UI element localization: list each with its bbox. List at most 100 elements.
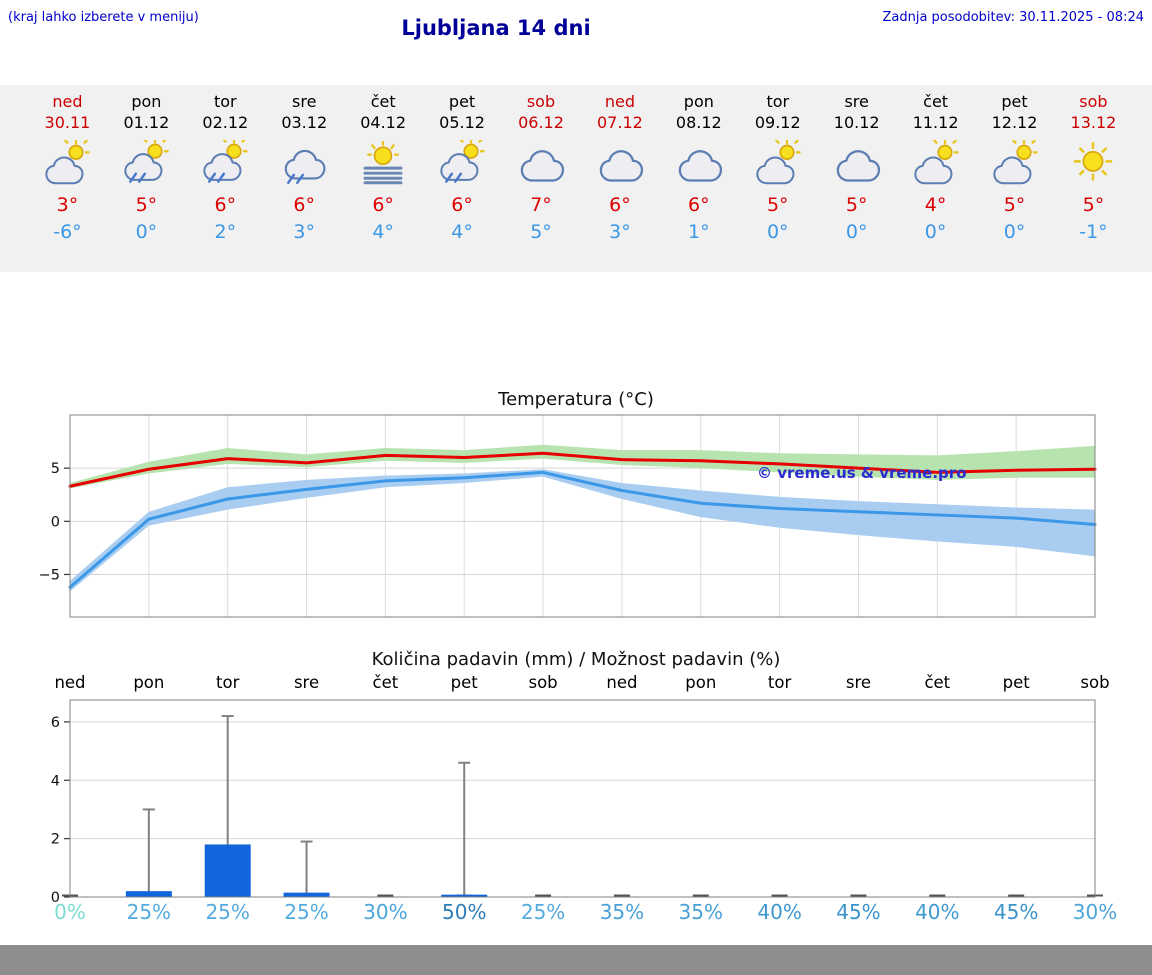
max-temp-line	[68, 451, 1097, 488]
forecast-day-05.12[interactable]: pet 05.12 6° 4°	[423, 85, 502, 272]
temp-max: 4°	[924, 194, 947, 216]
precip-probability: 0%	[54, 900, 86, 924]
precip-day-label: čet	[924, 673, 950, 692]
temp-max: 6°	[609, 194, 631, 216]
precip-probability: 30%	[363, 900, 407, 924]
forecast-day-06.12[interactable]: sob 06.12 7° 5°	[502, 85, 581, 272]
rain-sun-icon	[186, 138, 265, 186]
forecast-day-09.12[interactable]: tor 09.12 5° 0°	[738, 85, 817, 272]
precip-probability: 25%	[127, 900, 171, 924]
day-name: ned	[604, 92, 635, 111]
precip-day-label: čet	[373, 673, 399, 692]
precip-bar	[204, 844, 251, 897]
precip-y-tick-label: 2	[51, 832, 60, 848]
precip-y-tick-label: 6	[51, 715, 60, 731]
forecast-strip: ned 30.11 3° -6° pon 01.12 5° 0° tor 02.12 6° 2° sre…	[0, 85, 1152, 272]
temp-min: 3°	[293, 221, 316, 243]
forecast-day-03.12[interactable]: sre 03.12 6° 3°	[265, 85, 344, 272]
temp-min: 0°	[924, 221, 947, 243]
menu-hint[interactable]: (kraj lahko izberete v meniju)	[8, 10, 199, 25]
temp-min: 0°	[766, 221, 789, 243]
temp-min: 3°	[609, 221, 631, 243]
forecast-day-04.12[interactable]: čet 04.12 6° 4°	[344, 85, 423, 272]
temp-min: 0°	[1003, 221, 1026, 243]
forecast-day-10.12[interactable]: sre 10.12 5° 0°	[817, 85, 896, 272]
top-bar: (kraj lahko izberete v meniju) Ljubljana…	[0, 0, 1152, 60]
day-name: čet	[370, 92, 396, 111]
day-name: tor	[766, 92, 790, 111]
precip-probability: 25%	[205, 900, 249, 924]
temp-y-tick-label: −5	[39, 567, 60, 583]
rain-sun-icon	[423, 138, 502, 186]
day-name: pet	[448, 92, 476, 111]
day-date: 05.12	[439, 113, 485, 132]
temp-max: 6°	[451, 194, 473, 216]
forecast-day-07.12[interactable]: ned 07.12 6° 3°	[580, 85, 659, 272]
temp-y-tick-label: 5	[51, 461, 60, 477]
precip-bar	[125, 891, 172, 897]
temp-max: 5°	[845, 194, 868, 216]
rain-cloud-icon	[265, 138, 344, 186]
cloudy-icon	[659, 138, 738, 186]
temp-min: 4°	[451, 221, 473, 243]
day-date: 11.12	[912, 113, 959, 132]
temperature-chart: 5 0 −5 © vreme.us & vreme.pro	[39, 414, 1097, 618]
watermark-link[interactable]: © vreme.us & vreme.pro	[757, 464, 967, 482]
precip-probability: 40%	[757, 900, 801, 924]
day-date: 30.11	[44, 113, 91, 132]
forecast-day-08.12[interactable]: pon 08.12 6° 1°	[659, 85, 738, 272]
precip-day-label: pon	[685, 673, 716, 692]
rain-sun-icon	[107, 138, 186, 186]
partly-sunny-icon	[738, 138, 817, 186]
forecast-day-11.12[interactable]: čet 11.12 4° 0°	[896, 85, 975, 272]
precip-y-tick-label: 4	[51, 773, 60, 789]
temp-max: 3°	[56, 194, 79, 216]
temp-max: 5°	[135, 194, 158, 216]
day-name: pon	[131, 92, 162, 111]
temp-max: 7°	[530, 194, 552, 216]
forecast-day-01.12[interactable]: pon 01.12 5° 0°	[107, 85, 186, 272]
partly-sunny-icon	[896, 138, 975, 186]
day-name: čet	[923, 92, 949, 111]
forecast-day-13.12[interactable]: sob 13.12 5° -1°	[1054, 85, 1133, 272]
day-date: 08.12	[675, 113, 722, 132]
day-date: 02.12	[202, 113, 249, 132]
temp-max: 6°	[372, 194, 394, 216]
temp-min: 2°	[214, 221, 237, 243]
max-temp-range-band	[70, 444, 1095, 489]
precip-chart: ned pon tor sre čet pet sob ned pon tor sre čet pet s…	[51, 673, 1117, 924]
partly-sunny-icon	[28, 138, 107, 186]
forecast-day-02.12[interactable]: tor 02.12 6° 2°	[186, 85, 265, 272]
temp-min: 0°	[845, 221, 868, 243]
cloudy-icon	[817, 138, 896, 186]
precip-day-label: pet	[451, 673, 479, 692]
temp-min: 4°	[372, 221, 394, 243]
precip-plot-border	[69, 699, 1096, 898]
day-name: tor	[213, 92, 237, 111]
day-date: 07.12	[597, 113, 643, 132]
temp-min: 1°	[688, 221, 710, 243]
forecast-day-30.11[interactable]: ned 30.11 3° -6°	[28, 85, 107, 272]
cloudy-icon	[580, 138, 659, 186]
page-title: Ljubljana 14 dni	[401, 16, 591, 40]
precip-probability: 50%	[442, 900, 486, 924]
temp-min: -6°	[53, 221, 82, 243]
temp-max: 6°	[293, 194, 316, 216]
precip-probability: 35%	[679, 900, 723, 924]
day-date: 06.12	[518, 113, 564, 132]
day-date: 04.12	[360, 113, 407, 132]
day-date: 03.12	[281, 113, 328, 132]
forecast-day-12.12[interactable]: pet 12.12 5° 0°	[975, 85, 1054, 272]
day-name: sob	[526, 92, 556, 111]
precip-day-label: tor	[216, 673, 240, 692]
temp-y-tick-label: 0	[51, 514, 60, 530]
precip-probability: 35%	[600, 900, 644, 924]
day-name: pet	[1001, 92, 1028, 111]
precip-probability: 30%	[1073, 900, 1117, 924]
precip-day-label: pon	[133, 673, 164, 692]
last-update: Zadnja posodobitev: 30.11.2025 - 08:24	[882, 10, 1144, 25]
precip-probability: 45%	[836, 900, 880, 924]
precip-probability: 45%	[994, 900, 1038, 924]
day-name: sre	[292, 92, 317, 111]
sunny-icon	[1054, 138, 1133, 186]
